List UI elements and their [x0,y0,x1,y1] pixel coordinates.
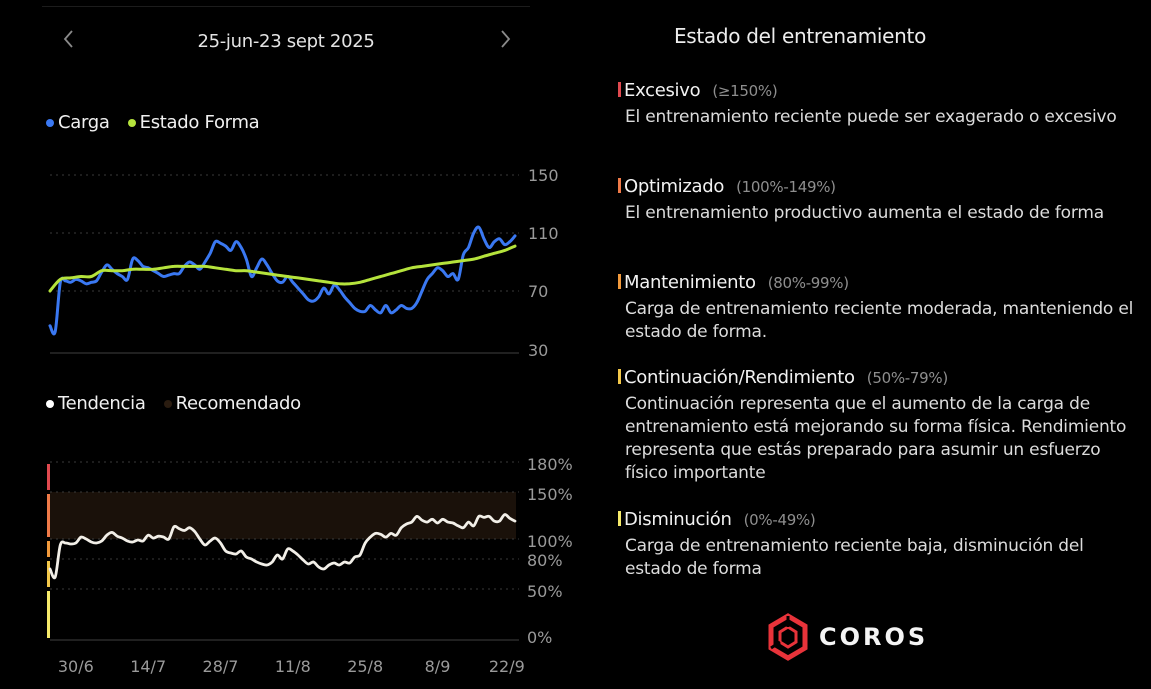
status-description: El entrenamiento productivo aumenta el e… [625,203,1104,223]
legend-label: Carga [58,112,110,133]
estado-forma-dot-icon [127,118,136,127]
status-description: Carga de entrenamiento reciente moderada… [625,299,1134,342]
status-description: Carga de entrenamiento reciente baja, di… [625,536,1084,579]
date-navigator: 25-jun-23 sept 2025 [42,28,530,56]
carga-dot-icon [46,118,54,127]
coros-hexagon-logo-icon [768,613,808,661]
status-item: Excesivo (≥150%) El entrenamiento reciente… [618,80,1138,129]
load-chart-legend: Carga Estado Forma [46,112,277,133]
y-tick-label: 100% [527,532,573,551]
zone-indicator [47,494,50,537]
zone-indicator [47,591,50,638]
y-tick-label: 150% [527,485,573,504]
zone-indicator [47,561,50,587]
y-tick-label: 0% [527,628,552,647]
status-color-marker [618,511,621,526]
previous-period-button[interactable] [56,28,80,56]
status-range: (80%-99%) [767,274,849,292]
tendencia-series-line [48,513,517,580]
chevron-right-icon [501,30,511,48]
status-description: El entrenamiento reciente puede ser exag… [625,107,1117,127]
tendencia-dot-icon [46,399,54,408]
y-tick-label: 110 [528,224,559,243]
legend-item-carga[interactable]: Carga [46,112,110,133]
chevron-left-icon [63,30,73,48]
status-item: Disminución (0%-49%) Carga de entrenamient… [618,509,1138,581]
y-tick-label: 150 [528,166,559,185]
zone-indicator [47,464,50,490]
panel-title: Estado del entrenamiento [673,24,927,48]
x-tick-label: 14/7 [130,657,166,676]
legend-item-tendencia[interactable]: Tendencia [46,393,146,414]
x-tick-label: 30/6 [58,657,94,676]
coros-logo: COROS [767,613,928,661]
status-description: Continuación representa que el aumento d… [625,394,1127,483]
y-tick-label: 30 [528,341,548,360]
status-range: (≥150%) [712,82,778,100]
y-tick-label: 50% [527,582,563,601]
zone-indicator [47,541,50,557]
status-color-marker [618,274,621,289]
status-color-marker [618,82,621,97]
status-item: Continuación/Rendimiento (50%-79%) Continu… [618,367,1138,485]
legend-item-estado-forma[interactable]: Estado Forma [127,112,260,133]
status-name: Disminución [624,509,732,530]
status-color-marker [618,369,621,384]
status-heading: Optimizado (100%-149%) [618,176,1138,197]
x-tick-label: 22/9 [489,657,525,676]
charts-canvas: 150 110 70 30 180% 150% 100%80% 50% 0% 30/6 14/7 28… [47,166,573,676]
brand-name: COROS [819,623,929,651]
status-range: (0%-49%) [743,511,816,529]
y-tick-label: 70 [528,282,548,301]
status-name: Mantenimiento [624,272,756,293]
status-heading: Disminución (0%-49%) [618,509,1138,530]
status-name: Optimizado [624,176,725,197]
status-heading: Mantenimiento (80%-99%) [618,272,1138,293]
carga-series-line [48,225,517,336]
status-heading: Continuación/Rendimiento (50%-79%) [618,367,1138,388]
legend-item-recomendado[interactable]: Recomendado [163,393,302,414]
status-name: Continuación/Rendimiento [624,367,855,388]
y-tick-label: 80% [527,551,563,570]
y-tick-label: 180% [527,455,573,474]
trend-chart-legend: Tendencia Recomendado [46,393,319,414]
x-tick-label: 25/8 [347,657,383,676]
legend-label: Estado Forma [139,112,260,133]
x-tick-label: 28/7 [203,657,239,676]
recomendado-dot-icon [163,399,172,408]
x-tick-label: 8/9 [425,657,451,676]
estado-forma-series-line [48,244,517,293]
legend-label: Recomendado [175,393,302,414]
status-range: (100%-149%) [736,178,836,196]
status-heading: Excesivo (≥150%) [618,80,1138,101]
recommended-band [50,492,516,539]
status-item: Mantenimiento (80%-99%) Carga de entrenami… [618,272,1138,344]
status-color-marker [618,178,621,193]
top-divider [42,6,530,7]
status-item: Optimizado (100%-149%) El entrenamiento pr… [618,176,1138,225]
next-period-button[interactable] [494,28,518,56]
status-name: Excesivo [624,80,701,101]
status-range: (50%-79%) [866,369,948,387]
x-tick-label: 11/8 [275,657,311,676]
legend-label: Tendencia [58,393,146,414]
date-range-label: 25-jun-23 sept 2025 [197,31,375,52]
